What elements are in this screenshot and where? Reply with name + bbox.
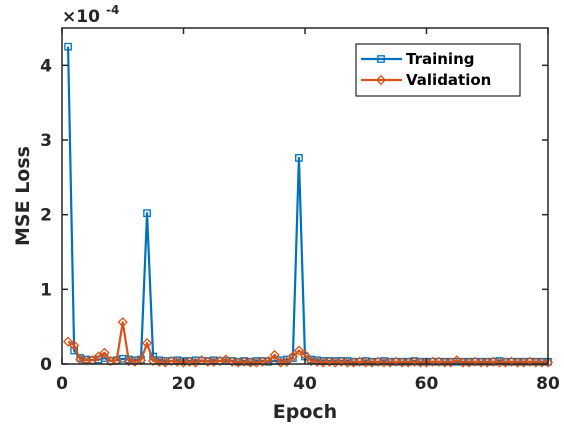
data-point-training — [295, 154, 303, 162]
data-point-validation — [433, 356, 444, 367]
x-axis-title: Epoch — [273, 401, 337, 423]
data-point-validation — [391, 356, 402, 367]
data-point-validation — [269, 349, 280, 361]
ticks-layer: 0 20 40 60 80 0 1 2 3 4 — [40, 28, 560, 394]
series-validation — [62, 317, 554, 368]
data-point-validation — [336, 356, 347, 367]
legend-swatch-marker — [377, 55, 385, 63]
data-point-validation — [184, 356, 195, 367]
data-point-validation — [312, 356, 323, 367]
y-tick-label: 0 — [40, 355, 52, 375]
legend: Training Validation — [355, 43, 521, 97]
x-tick-label: 80 — [536, 374, 560, 394]
data-point-validation — [524, 356, 535, 367]
data-point-validation — [324, 356, 335, 367]
data-point-validation — [99, 347, 110, 358]
legend-item-training: Training — [361, 50, 474, 68]
y-multiplier-base: ×10 — [62, 7, 100, 27]
x-tick-label: 20 — [172, 374, 196, 394]
y-multiplier-exponent: -4 — [106, 3, 119, 17]
data-point-validation — [305, 355, 317, 367]
data-point-validation — [123, 355, 134, 367]
data-point-validation — [148, 355, 159, 367]
data-point-training — [64, 42, 72, 51]
series-layer — [62, 42, 554, 368]
y-tick-label: 1 — [40, 280, 52, 300]
data-point-validation — [469, 356, 481, 367]
data-point-validation — [281, 356, 292, 367]
data-point-validation — [166, 355, 177, 367]
y-axis-title: MSE Loss — [12, 146, 34, 246]
y-tick-label: 4 — [40, 56, 52, 76]
data-point-validation — [154, 356, 165, 367]
data-point-validation — [287, 351, 298, 362]
data-point-training — [143, 209, 151, 218]
data-point-validation — [93, 351, 104, 362]
legend-box — [355, 43, 521, 97]
data-point-validation — [293, 345, 305, 356]
y-tick-label: 2 — [40, 206, 52, 226]
data-point-validation — [263, 355, 274, 367]
x-tick-label: 0 — [56, 374, 68, 394]
x-tick-label: 40 — [293, 374, 317, 394]
data-point-validation — [141, 337, 153, 349]
data-point-validation — [409, 356, 420, 367]
data-point-validation — [372, 356, 384, 367]
data-point-validation — [69, 340, 80, 351]
data-point-validation — [354, 356, 365, 367]
data-point-validation — [488, 356, 499, 367]
x-tick-label: 60 — [415, 374, 439, 394]
data-point-validation — [506, 356, 517, 367]
data-point-validation — [117, 317, 128, 328]
legend-swatch-marker — [375, 74, 387, 86]
data-point-validation — [542, 357, 554, 368]
legend-label: Training — [406, 50, 474, 68]
data-point-validation — [239, 356, 250, 367]
data-point-validation — [226, 356, 238, 367]
legend-label: Validation — [406, 71, 491, 89]
legend-item-validation: Validation — [361, 71, 491, 89]
data-point-validation — [62, 336, 74, 347]
y-tick-label: 3 — [40, 131, 52, 151]
data-point-validation — [172, 356, 183, 367]
